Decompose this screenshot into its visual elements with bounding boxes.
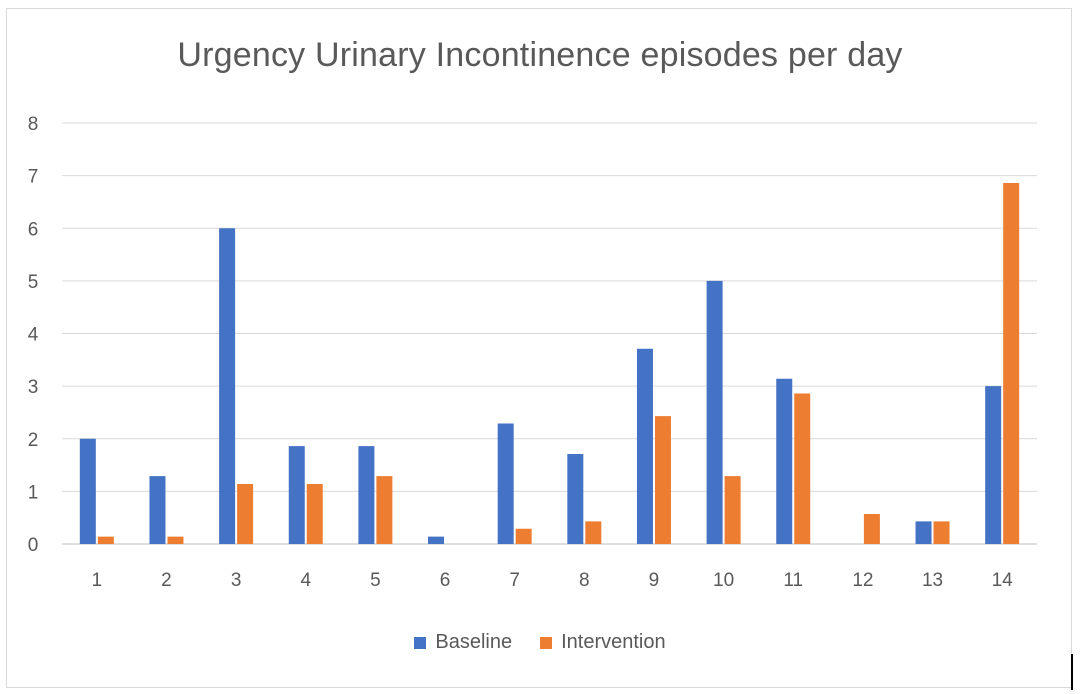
x-tick-label: 10 — [713, 570, 734, 591]
bar-baseline-14 — [985, 386, 1002, 544]
legend-item-intervention: Intervention — [540, 631, 666, 654]
y-tick-label: 0 — [28, 535, 39, 556]
x-tick-label: 5 — [370, 570, 381, 591]
x-tick-label: 9 — [649, 570, 660, 591]
x-tick-label: 12 — [852, 570, 873, 591]
bar-intervention-5 — [376, 476, 393, 544]
x-tick-label: 14 — [992, 570, 1014, 591]
x-tick-label: 8 — [579, 570, 590, 591]
legend-label-baseline: Baseline — [435, 631, 513, 653]
bar-baseline-13 — [915, 521, 932, 544]
bar-baseline-7 — [497, 423, 514, 544]
x-tick-label: 7 — [509, 570, 520, 591]
bar-intervention-11 — [794, 393, 811, 544]
chart-title: Urgency Urinary Incontinence episodes pe… — [177, 36, 903, 74]
bar-intervention-1 — [97, 536, 114, 544]
bar-intervention-8 — [585, 521, 602, 544]
edge-mark — [1071, 654, 1073, 690]
bar-baseline-3 — [219, 228, 236, 544]
y-tick-label: 4 — [28, 325, 39, 346]
bar-baseline-9 — [636, 348, 653, 544]
bar-baseline-5 — [358, 446, 375, 544]
y-tick-label: 8 — [28, 114, 39, 135]
bar-intervention-2 — [167, 536, 184, 544]
bar-baseline-2 — [149, 476, 166, 544]
bar-intervention-7 — [515, 528, 532, 544]
bar-baseline-1 — [79, 438, 96, 544]
y-tick-label: 6 — [28, 219, 39, 240]
x-tick-label: 3 — [231, 570, 242, 591]
legend-swatch-baseline — [414, 636, 427, 649]
x-tick-label: 2 — [161, 570, 172, 591]
gridlines — [62, 122, 1037, 545]
x-tick-label: 11 — [783, 570, 803, 591]
bar-baseline-6 — [428, 536, 445, 544]
x-tick-label: 13 — [922, 570, 943, 591]
y-tick-label: 2 — [28, 430, 39, 451]
legend-label-intervention: Intervention — [561, 631, 666, 653]
bar-intervention-13 — [933, 521, 950, 544]
bar-intervention-3 — [237, 484, 254, 544]
bar-intervention-4 — [306, 484, 323, 544]
y-tick-label: 5 — [28, 272, 39, 293]
y-tick-label: 1 — [28, 482, 39, 503]
bar-intervention-12 — [863, 514, 880, 544]
legend: Baseline Intervention — [0, 631, 1080, 654]
bar-intervention-9 — [654, 416, 671, 544]
bars — [79, 182, 1020, 544]
bar-baseline-4 — [288, 446, 305, 544]
x-tick-label: 4 — [300, 570, 311, 591]
y-tick-label: 3 — [28, 377, 39, 398]
chart-frame — [6, 8, 1072, 688]
bar-intervention-14 — [1003, 182, 1020, 544]
legend-item-baseline: Baseline — [414, 631, 512, 654]
bar-baseline-11 — [776, 378, 793, 544]
bar-baseline-8 — [567, 454, 584, 544]
x-tick-label: 1 — [92, 570, 103, 591]
y-tick-label: 7 — [28, 167, 39, 188]
bar-intervention-10 — [724, 476, 741, 544]
bar-baseline-10 — [706, 280, 723, 544]
x-tick-label: 6 — [440, 570, 451, 591]
legend-swatch-intervention — [540, 636, 553, 649]
